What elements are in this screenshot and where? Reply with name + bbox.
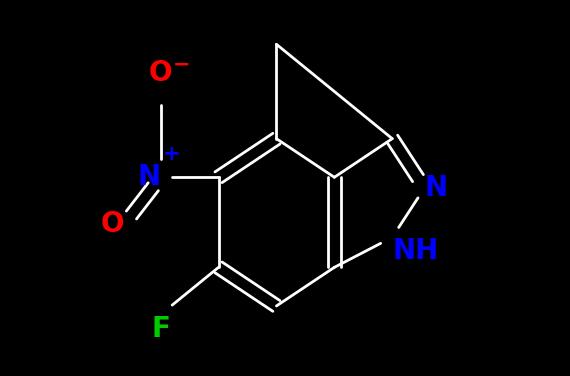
Text: N: N — [137, 163, 161, 191]
Text: −: − — [173, 54, 190, 74]
Text: F: F — [151, 315, 170, 343]
Text: N: N — [425, 174, 447, 202]
Text: NH: NH — [392, 237, 438, 265]
Text: +: + — [163, 144, 181, 164]
Text: O: O — [149, 59, 172, 87]
Text: O: O — [101, 211, 124, 238]
